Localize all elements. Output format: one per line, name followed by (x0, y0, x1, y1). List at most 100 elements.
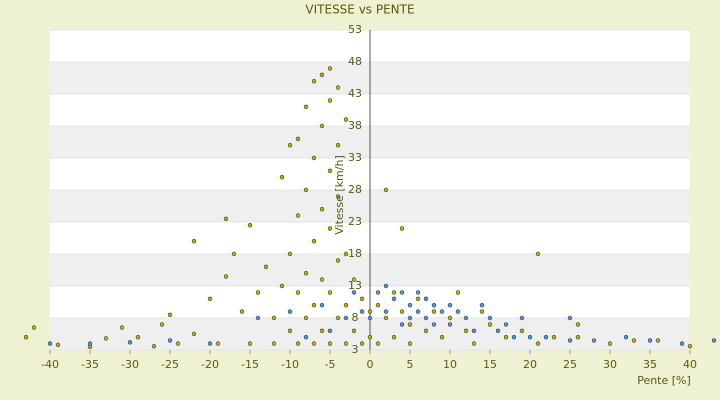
point (343, 117, 349, 122)
point (319, 328, 325, 333)
x-tick-label: 20 (523, 358, 537, 371)
point (519, 328, 525, 333)
point (351, 290, 357, 295)
point (343, 341, 349, 346)
point (319, 303, 325, 308)
point (319, 207, 325, 212)
y-axis-title: Vitesse [km/h] (333, 155, 346, 235)
point (679, 341, 685, 346)
point (351, 328, 357, 333)
point (423, 315, 429, 321)
point (47, 341, 53, 346)
point (399, 322, 405, 327)
point (623, 335, 629, 340)
point (487, 315, 493, 321)
point (287, 251, 293, 257)
y-tick-label: 28 (348, 183, 362, 196)
point (687, 343, 693, 349)
point (31, 325, 37, 330)
point (239, 309, 245, 314)
point (343, 303, 349, 308)
point (567, 315, 573, 321)
point (383, 315, 389, 321)
point (391, 335, 397, 340)
point (191, 239, 197, 244)
point (567, 338, 573, 343)
point (415, 309, 421, 314)
point (223, 216, 229, 222)
chart-title: VITESSE vs PENTE (305, 3, 414, 17)
x-tick-label: 15 (483, 358, 497, 371)
point (303, 271, 309, 276)
point (207, 341, 213, 346)
point (23, 335, 29, 340)
point (431, 309, 437, 314)
point (167, 338, 173, 343)
point (311, 303, 317, 308)
point (447, 315, 453, 321)
point (383, 187, 389, 193)
y-tick-label: 18 (348, 247, 362, 260)
point (463, 315, 469, 321)
x-tick-label: -25 (161, 358, 179, 371)
point (423, 296, 429, 301)
x-tick-label: -20 (201, 358, 219, 371)
point (327, 328, 333, 333)
point (159, 322, 165, 327)
x-tick-label: -40 (41, 358, 59, 371)
point (311, 155, 317, 161)
point (295, 290, 301, 295)
point (319, 277, 325, 282)
x-tick-label: 35 (643, 358, 657, 371)
x-tick-label: -15 (241, 358, 259, 371)
y-tick-label: 13 (348, 279, 362, 292)
point (343, 315, 349, 321)
point (607, 341, 613, 346)
point (367, 315, 373, 321)
point (327, 98, 333, 103)
x-tick-label: -5 (325, 358, 336, 371)
point (375, 303, 381, 308)
point (407, 322, 413, 327)
point (415, 290, 421, 295)
point (383, 283, 389, 289)
point (367, 335, 373, 340)
point (311, 341, 317, 346)
point (479, 303, 485, 308)
point (327, 66, 333, 71)
point (119, 325, 125, 330)
x-tick-label: -30 (121, 358, 139, 371)
point (423, 328, 429, 333)
point (647, 338, 653, 343)
point (287, 328, 293, 333)
point (367, 309, 373, 314)
point (415, 296, 421, 301)
point (295, 213, 301, 218)
point (311, 78, 317, 84)
point (287, 143, 293, 148)
y-tick-label: 43 (348, 87, 362, 100)
point (399, 226, 405, 231)
point (359, 309, 365, 314)
point (543, 335, 549, 340)
point (311, 239, 317, 244)
point (527, 335, 533, 340)
point (471, 341, 477, 346)
point (327, 341, 333, 346)
point (391, 290, 397, 295)
point (447, 303, 453, 308)
point (335, 85, 341, 90)
y-tick-label: 38 (348, 119, 362, 132)
point (231, 251, 237, 257)
point (503, 335, 509, 340)
point (135, 335, 141, 340)
point (319, 72, 325, 78)
point (407, 341, 413, 346)
x-tick-label: -10 (281, 358, 299, 371)
point (151, 343, 157, 349)
point (87, 341, 93, 346)
point (407, 315, 413, 321)
point (479, 309, 485, 314)
x-tick-label: 10 (443, 358, 457, 371)
point (207, 296, 213, 301)
